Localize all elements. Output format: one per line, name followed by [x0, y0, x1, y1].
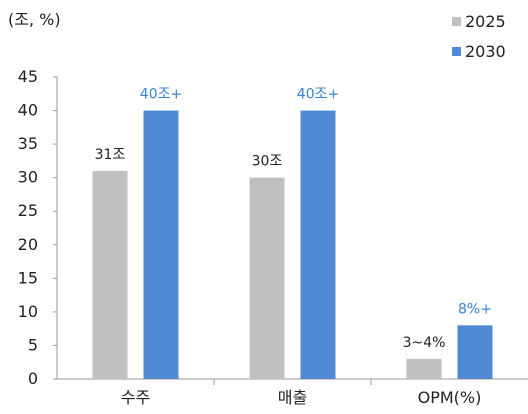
bar-2025-0 — [92, 170, 128, 379]
y-tick-label: 15 — [18, 268, 38, 287]
data-label-2025-1: 30조 — [252, 154, 283, 170]
bar-2030-1 — [300, 110, 336, 380]
x-tick-label: OPM(%) — [418, 388, 482, 407]
legend-label-2025: 2025 — [465, 11, 506, 31]
legend: 2025 2030 — [452, 6, 506, 66]
legend-item-2030: 2030 — [452, 36, 506, 66]
data-label-2030-1: 40조+ — [297, 87, 339, 103]
data-label-2025-2: 3~4% — [403, 335, 446, 351]
x-tick-label: 수주 — [121, 388, 150, 407]
y-tick-label: 30 — [18, 168, 38, 187]
data-label-2030-2: 8%+ — [458, 301, 492, 317]
unit-label: (조, %) — [8, 10, 61, 29]
legend-label-2030: 2030 — [465, 41, 506, 61]
bar-2030-0 — [143, 110, 179, 380]
y-tick-label: 25 — [18, 201, 38, 220]
data-label-2025-0: 31조 — [95, 147, 126, 163]
y-tick-label: 5 — [28, 335, 38, 354]
y-tick-label: 45 — [18, 67, 38, 86]
y-tick-label: 10 — [18, 302, 38, 321]
y-tick-label: 35 — [18, 134, 38, 153]
bar-2025-2 — [406, 358, 442, 379]
bar-2025-1 — [249, 177, 285, 379]
y-tick-label: 0 — [28, 369, 38, 388]
legend-swatch-2025 — [452, 16, 461, 26]
x-tick-label: 매출 — [278, 388, 307, 407]
bar-2030-2 — [457, 325, 493, 379]
y-tick-label: 40 — [18, 101, 38, 120]
data-label-2030-0: 40조+ — [140, 87, 182, 103]
legend-item-2025: 2025 — [452, 6, 506, 36]
y-tick-label: 20 — [18, 235, 38, 254]
legend-swatch-2030 — [452, 46, 461, 56]
